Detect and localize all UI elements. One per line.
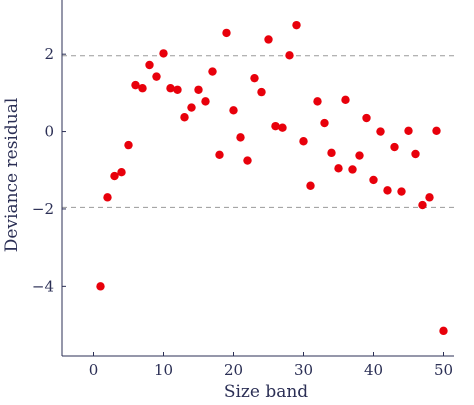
data-point (194, 85, 203, 94)
data-point (418, 200, 427, 210)
data-point (187, 103, 196, 112)
data-point (215, 150, 224, 159)
x-tick-label: 10 (154, 361, 173, 379)
data-point (208, 67, 217, 76)
data-point (306, 181, 315, 190)
data-point (376, 127, 385, 136)
data-point (397, 187, 406, 196)
y-tick-label: −2 (32, 200, 54, 218)
data-point (432, 126, 441, 135)
x-tick-label: 50 (434, 361, 453, 379)
data-point (145, 60, 154, 70)
data-point (264, 35, 273, 44)
data-point (166, 84, 175, 93)
axes (61, 0, 454, 357)
data-point (180, 113, 189, 122)
data-point (243, 156, 252, 165)
data-point (96, 282, 105, 291)
data-point (159, 49, 168, 58)
x-tick-label: 20 (224, 361, 243, 379)
data-point (138, 84, 147, 93)
data-point (278, 123, 287, 132)
data-point (313, 97, 322, 106)
data-point (425, 193, 434, 202)
data-point (124, 140, 133, 150)
data-point (292, 20, 301, 30)
data-point (131, 80, 140, 90)
data-point (257, 87, 266, 97)
x-axis-label: Size band (224, 382, 308, 402)
y-tick-label: 2 (44, 45, 54, 63)
data-point (320, 118, 329, 128)
y-tick-label: 0 (44, 123, 54, 141)
data-point (404, 126, 413, 135)
x-tick-label: 40 (364, 361, 383, 379)
data-point (439, 326, 448, 336)
data-point (299, 137, 308, 146)
data-point (110, 171, 119, 181)
reference-lines (62, 55, 454, 208)
data-point (103, 193, 112, 202)
data-point (201, 97, 210, 106)
data-points (96, 20, 448, 336)
data-point (285, 51, 294, 60)
data-point (117, 167, 126, 177)
data-point (327, 148, 336, 158)
x-tick-label: 30 (294, 361, 313, 379)
y-axis-ticks: −4 −2 0 2 (32, 45, 66, 295)
y-axis-label: Deviance residual (2, 98, 22, 253)
data-point (341, 95, 350, 105)
data-point (152, 72, 161, 81)
data-point (173, 85, 182, 94)
data-point (362, 113, 371, 123)
x-axis-ticks: 0 10 20 30 40 50 (89, 352, 453, 379)
data-point (355, 151, 364, 160)
data-point (236, 133, 245, 142)
data-point (390, 142, 399, 152)
y-tick-label: −4 (32, 277, 54, 295)
x-tick-label: 0 (89, 361, 99, 379)
data-point (383, 186, 392, 195)
data-point (250, 73, 259, 83)
data-point (411, 149, 420, 159)
data-point (369, 175, 378, 185)
data-point (229, 106, 238, 115)
data-point (222, 28, 231, 38)
data-point (348, 165, 357, 174)
data-point (271, 121, 280, 131)
data-point (334, 164, 343, 173)
